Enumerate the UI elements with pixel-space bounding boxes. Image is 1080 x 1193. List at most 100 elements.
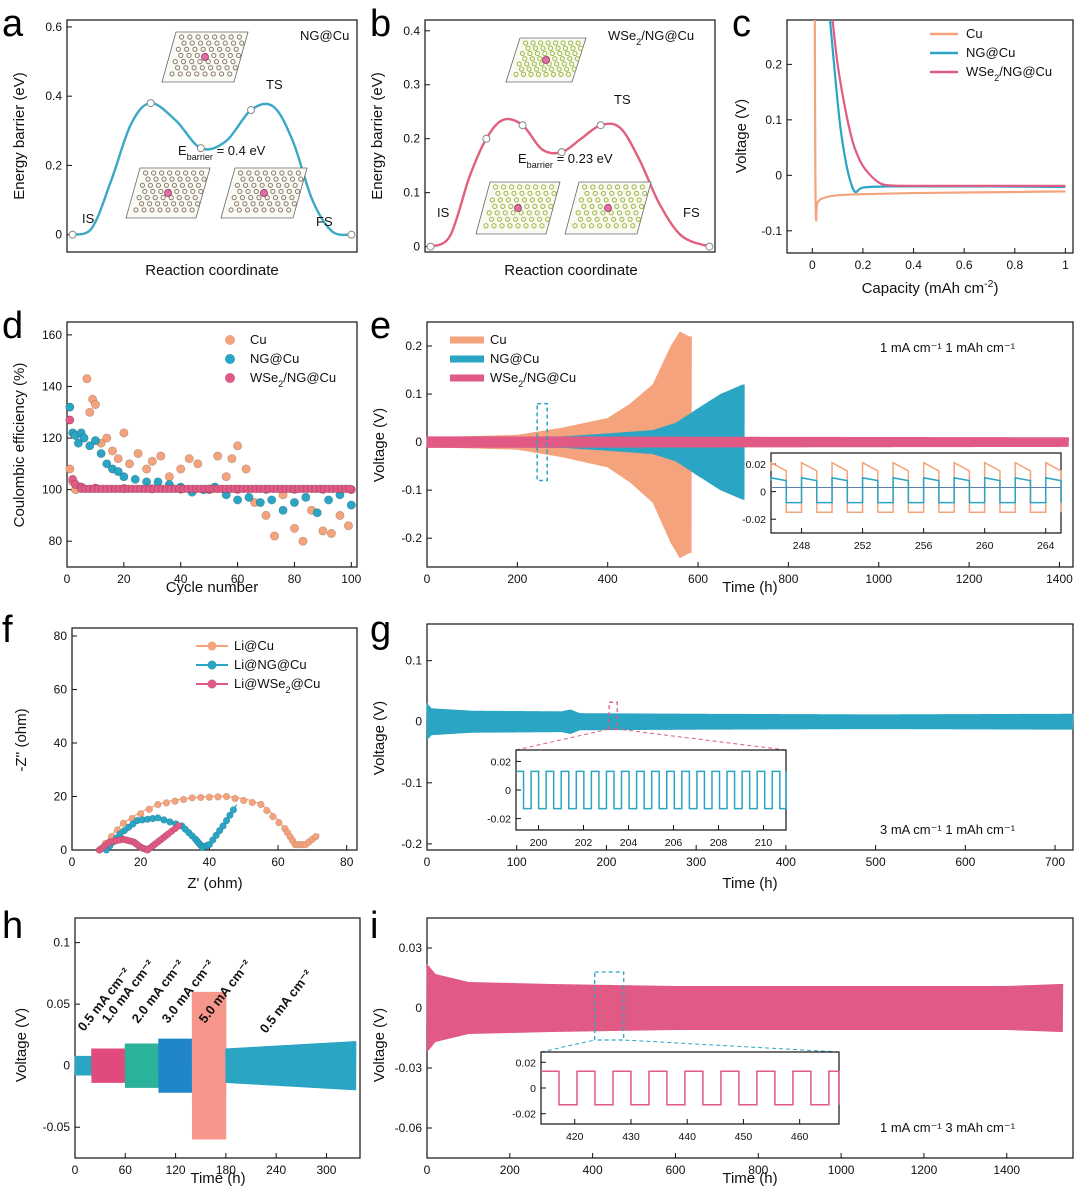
structure-fs-a-atom — [277, 207, 284, 213]
structure-fs-b-atom — [617, 190, 623, 197]
legend-label: Li@WSe2@Cu — [234, 676, 320, 695]
structure-is-a-atom — [160, 195, 166, 201]
structure-is-a-atom — [179, 182, 185, 188]
data-point — [267, 495, 277, 505]
structure-fs-a-atom — [244, 207, 251, 213]
structure-fs-b-atom — [597, 223, 603, 229]
y-tick-label: 160 — [42, 328, 62, 342]
x-tick-label: 200 — [507, 572, 527, 586]
structure-is-a-atom — [163, 201, 169, 207]
structure-is-a-atom — [191, 170, 197, 176]
structure-fs-b-atom — [608, 210, 614, 216]
data-point — [298, 536, 308, 546]
structure-ts-b-atom — [538, 40, 544, 46]
structure-fs-a-atom — [281, 195, 287, 201]
legend-label-part: NG@Cu — [490, 351, 539, 366]
structure-is-a-atom — [192, 195, 198, 201]
legend-label-part: /NG@Cu — [523, 370, 576, 385]
structure-fs-b-atom — [625, 210, 631, 216]
inset-cu-wave — [770, 461, 1062, 514]
panel-b-title-part: /NG@Cu — [641, 28, 694, 43]
structure-is-b-atom — [534, 210, 540, 216]
panel-a-title: NG@Cu — [300, 28, 349, 43]
legend-swatch-marker — [207, 679, 217, 689]
x-tick-label: 80 — [340, 855, 354, 869]
x-tick-label: 450 — [735, 1131, 753, 1143]
structure-fs-a-atom — [237, 188, 243, 195]
legend-label-part: Cu — [966, 26, 983, 41]
structure-fs-a-atom — [256, 195, 262, 201]
structure-ts-a-atom — [230, 59, 236, 65]
structure-fs-b-atom — [582, 184, 588, 190]
x-tick-label: 0 — [72, 1163, 79, 1177]
structure-fs-a-atom — [234, 182, 240, 188]
structure-fs-b-atom — [611, 216, 617, 222]
legend-label-part: @Cu — [291, 676, 321, 691]
structure-is-b-atom — [518, 210, 524, 216]
structure-is-b-atom — [517, 184, 523, 190]
x-tick-label: 0.6 — [956, 258, 973, 272]
y-axis-title: Coulombic efficiency (%) — [11, 363, 28, 528]
ngcu-voltage-band — [426, 703, 1074, 740]
structure-ts-b-atom — [523, 40, 529, 46]
structure-fs-a-atom — [267, 201, 273, 207]
structure-fs-b-atom — [606, 184, 612, 190]
y-tick-label: 0 — [415, 1001, 422, 1015]
structure-fs-b-atom — [631, 184, 637, 190]
structure-is-a-atom — [159, 170, 165, 176]
y-tick-label: 0.1 — [405, 654, 422, 668]
y-tick-label: -0.06 — [395, 1121, 423, 1135]
structure-is-a-atom — [157, 207, 163, 213]
structure-is-b-atom — [529, 197, 536, 203]
legend-label-part: Cu — [250, 332, 267, 347]
data-point — [119, 819, 128, 827]
data-point — [241, 464, 251, 474]
legend-label: NG@Cu — [490, 351, 539, 366]
data-point — [85, 407, 95, 417]
plot-frame-g — [426, 623, 1074, 851]
structure-ts-b-atom — [569, 61, 575, 67]
x-tick-label: 700 — [1045, 855, 1065, 869]
data-point — [212, 831, 220, 839]
data-point — [343, 521, 353, 531]
data-point — [270, 531, 280, 541]
structure-ts-b-atom — [547, 45, 554, 51]
data-point — [289, 523, 299, 533]
data-point — [197, 793, 205, 802]
structure-fs-a-atom — [291, 201, 297, 207]
y-tick-label: 0.2 — [765, 57, 782, 71]
energy-curve-a — [72, 101, 352, 237]
structure-is-a-atom — [167, 170, 173, 176]
structure-fs-b-atom — [598, 184, 604, 190]
structure-ts-a-atom — [189, 40, 195, 46]
ebarrier-b: Ebarrier = 0.23 eV — [518, 151, 613, 170]
wse2-voltage-band — [426, 436, 1070, 448]
plot-frame-f — [71, 627, 358, 851]
x-tick-label: 80 — [288, 572, 302, 586]
y-tick-label: 0 — [55, 228, 62, 242]
structure-fs-a-atom — [246, 170, 252, 176]
structure-ts-a-atom — [227, 52, 233, 59]
data-point — [216, 826, 224, 835]
data-point — [275, 818, 283, 827]
x-axis-title: Z' (ohm) — [187, 875, 242, 892]
structure-ts-b-atom — [549, 66, 555, 72]
structure-ts-a-atom — [183, 65, 189, 71]
structure-fs-b-atom — [619, 216, 625, 222]
structure-fs-b-atom — [630, 203, 636, 209]
x-tick-label: 0 — [424, 1163, 431, 1177]
y-axis-title: Voltage (V) — [371, 408, 388, 482]
structure-is-a-atom — [147, 201, 153, 207]
panel-label: e — [370, 305, 391, 347]
legend-label: WSe2/NG@Cu — [490, 370, 576, 389]
structure-is-a-atom — [151, 170, 157, 176]
structure-ts-a-atom — [195, 34, 201, 40]
structure-ts-a-atom — [222, 40, 228, 46]
structure-is-b-atom — [499, 223, 505, 229]
structure-is-b-atom — [511, 190, 517, 197]
structure-is-b-atom — [501, 184, 507, 190]
data-point — [119, 472, 129, 482]
structure-ts-a-atom — [216, 65, 222, 71]
x-tick-label: 180 — [216, 1163, 236, 1177]
x-tick-label: 0.8 — [1006, 258, 1023, 272]
